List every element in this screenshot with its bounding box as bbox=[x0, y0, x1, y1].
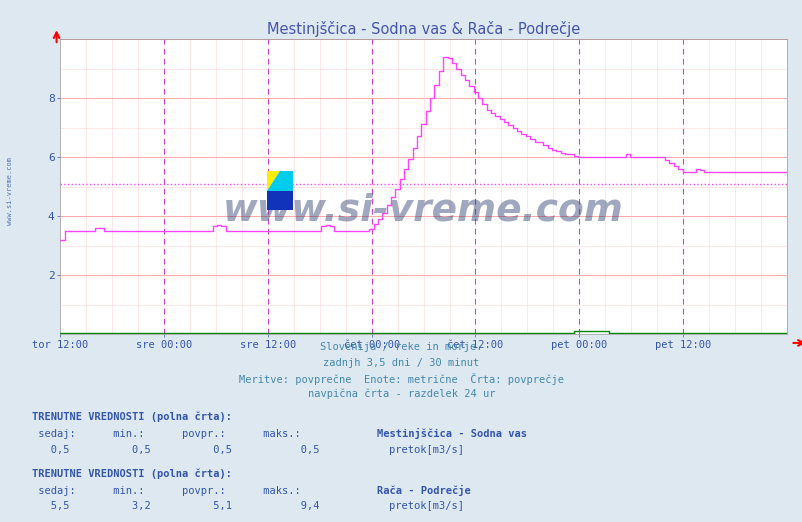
Text: TRENUTNE VREDNOSTI (polna črta):: TRENUTNE VREDNOSTI (polna črta): bbox=[32, 468, 232, 479]
Polygon shape bbox=[267, 191, 293, 210]
Text: www.si-vreme.com: www.si-vreme.com bbox=[223, 192, 623, 228]
Text: zadnjh 3,5 dni / 30 minut: zadnjh 3,5 dni / 30 minut bbox=[323, 358, 479, 367]
Text: 0,5          0,5          0,5           0,5: 0,5 0,5 0,5 0,5 bbox=[32, 445, 319, 455]
Text: Rača - Podrečje: Rača - Podrečje bbox=[377, 485, 471, 496]
Text: TRENUTNE VREDNOSTI (polna črta):: TRENUTNE VREDNOSTI (polna črta): bbox=[32, 412, 232, 422]
Text: sedaj:      min.:      povpr.:      maks.:: sedaj: min.: povpr.: maks.: bbox=[32, 430, 301, 440]
Text: sedaj:      min.:      povpr.:      maks.:: sedaj: min.: povpr.: maks.: bbox=[32, 486, 301, 496]
Text: pretok[m3/s]: pretok[m3/s] bbox=[389, 445, 464, 455]
Text: www.si-vreme.com: www.si-vreme.com bbox=[7, 157, 14, 224]
Text: navpična črta - razdelek 24 ur: navpična črta - razdelek 24 ur bbox=[307, 389, 495, 399]
Polygon shape bbox=[267, 171, 293, 191]
Polygon shape bbox=[267, 171, 280, 191]
Text: Meritve: povprečne  Enote: metrične  Črta: povprečje: Meritve: povprečne Enote: metrične Črta:… bbox=[239, 373, 563, 385]
Title: Mestinjščica - Sodna vas & Rača - Podrečje: Mestinjščica - Sodna vas & Rača - Podreč… bbox=[266, 20, 580, 37]
Text: Slovenija / reke in morje.: Slovenija / reke in morje. bbox=[320, 342, 482, 352]
Text: pretok[m3/s]: pretok[m3/s] bbox=[389, 502, 464, 512]
Text: 5,5          3,2          5,1           9,4: 5,5 3,2 5,1 9,4 bbox=[32, 502, 319, 512]
Text: Mestinjščica - Sodna vas: Mestinjščica - Sodna vas bbox=[377, 429, 527, 440]
